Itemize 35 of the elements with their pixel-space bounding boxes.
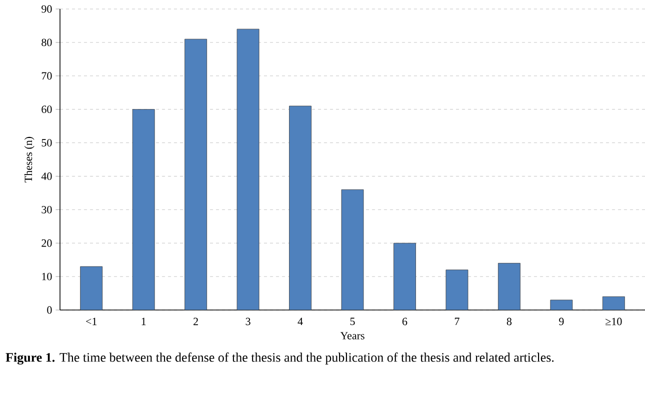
bar xyxy=(132,109,155,310)
x-axis-title: Years xyxy=(340,332,364,340)
bar xyxy=(236,28,260,310)
bar xyxy=(341,189,364,310)
y-tick-label: 10 xyxy=(42,272,52,280)
x-tick-label: 8 xyxy=(506,318,512,326)
text: Figure 1. The time between the defense of the thesis and the publication of the thesis and related articles. xyxy=(6,352,554,365)
y-tick-label: 30 xyxy=(42,206,52,214)
bar xyxy=(394,242,416,310)
bar xyxy=(446,270,468,310)
y-tick-label: 50 xyxy=(42,139,52,146)
x-tick-label: 1 xyxy=(142,318,146,326)
x-tick-label: 3 xyxy=(246,318,250,326)
x-tick-label: ≥10 xyxy=(606,318,622,326)
y-tick-label: 40 xyxy=(41,172,52,180)
bar xyxy=(80,266,103,310)
bar xyxy=(550,300,573,310)
bar xyxy=(184,38,208,310)
x-tick-label: 2 xyxy=(194,318,198,326)
x-tick-label: 5 xyxy=(350,318,355,326)
y-tick-label: 70 xyxy=(42,72,52,80)
bar xyxy=(602,296,625,310)
bar xyxy=(498,262,520,310)
y-tick-label: 80 xyxy=(42,38,52,46)
y-tick-label: 90 xyxy=(42,5,52,13)
bar xyxy=(289,106,312,310)
x-tick-label: 6 xyxy=(402,318,408,326)
y-tick-label: 0 xyxy=(47,306,52,314)
x-tick-label: 4 xyxy=(298,318,303,326)
y-tick-label: 60 xyxy=(42,106,52,114)
y-axis-title: Theses (n) xyxy=(24,136,34,182)
y-tick-label: 20 xyxy=(42,239,52,247)
x-tick-label: 7 xyxy=(454,318,460,326)
x-tick-label: <1 xyxy=(86,318,97,326)
x-tick-label: 9 xyxy=(559,318,564,326)
